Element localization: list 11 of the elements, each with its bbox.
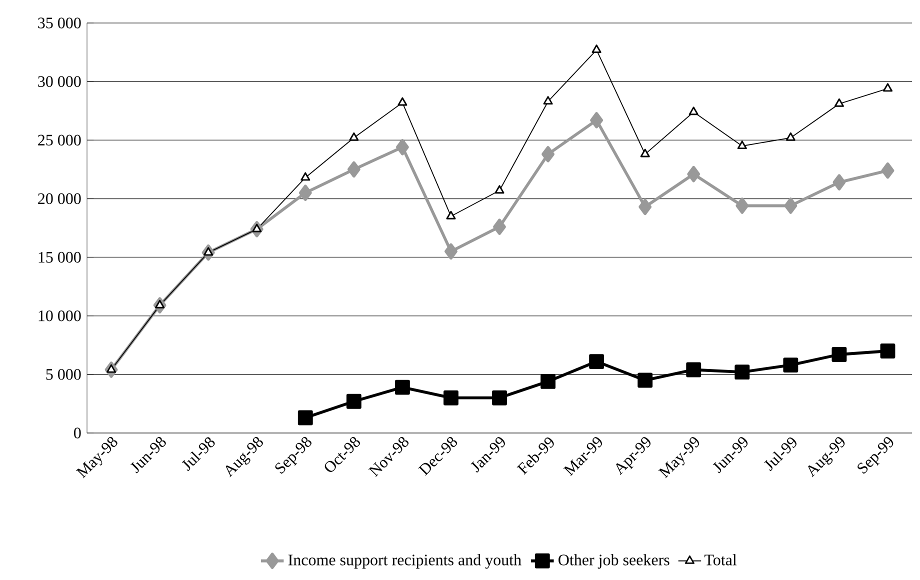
- y-tick-label: 20 000: [38, 193, 81, 204]
- y-tick-label: 30 000: [38, 76, 81, 87]
- legend-label: Total: [704, 554, 737, 566]
- y-tick-label: 5 000: [46, 369, 81, 380]
- y-tick-label: 10 000: [38, 310, 81, 322]
- legend-label: Income support recipients and youth: [288, 554, 522, 569]
- legend-label: Other job seekers: [558, 554, 670, 569]
- y-tick-label: 25 000: [38, 134, 81, 146]
- y-tick-label: 0: [74, 428, 81, 438]
- y-tick-label: 35 000: [38, 18, 81, 28]
- y-tick-label: 15 000: [38, 252, 81, 263]
